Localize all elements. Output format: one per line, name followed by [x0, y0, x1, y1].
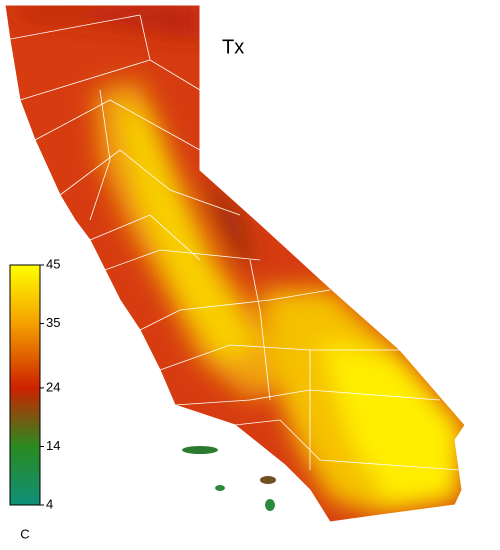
colorbar-tick-label: 14: [46, 438, 60, 453]
colorbar-tick-label: 45: [46, 256, 60, 271]
colorbar: [9, 264, 41, 506]
islands: [182, 446, 276, 511]
colorbar-tick-label: 35: [46, 315, 60, 330]
colorbar-tick-label: 24: [46, 379, 60, 394]
state-outline: [4, 4, 466, 523]
county-lines: [5, 14, 461, 471]
colorbar-unit: C: [20, 526, 29, 541]
map-title: Tx: [222, 36, 244, 58]
colorbar-tick-label: 4: [46, 496, 53, 511]
